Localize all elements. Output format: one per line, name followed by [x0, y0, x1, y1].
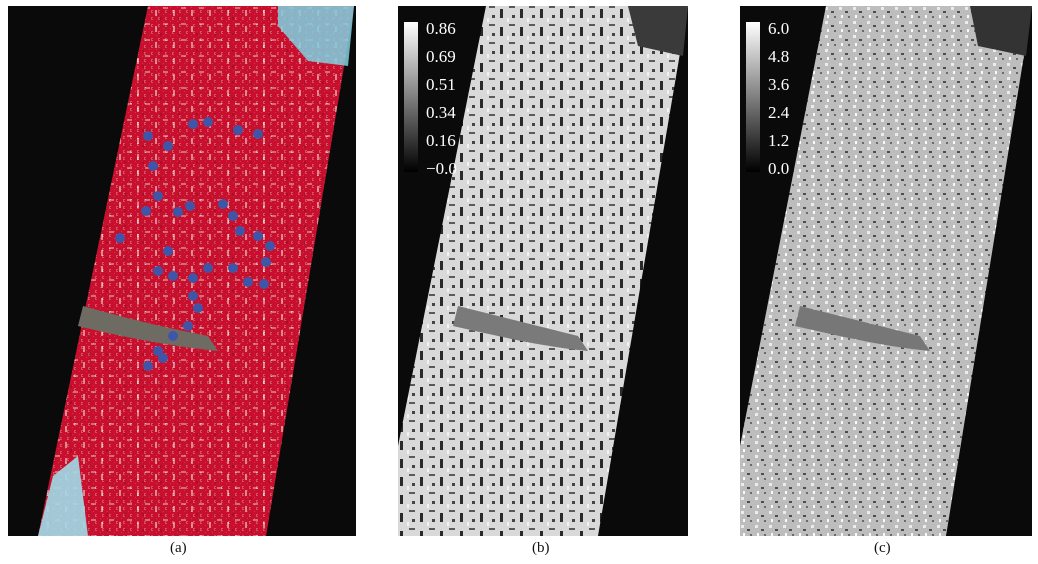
grayscale-strip-b — [398, 6, 688, 536]
legend-tick: 6.0 — [768, 19, 790, 38]
river — [78, 306, 218, 351]
colorbar — [746, 22, 760, 172]
legend-tick: 3.6 — [768, 75, 790, 94]
legend-tick: 0.69 — [426, 47, 456, 66]
urban-area — [278, 6, 354, 66]
grayscale-index-image-c: 6.0 4.8 3.6 2.4 1.2 0.0 — [740, 6, 1032, 536]
legend-tick: 1.2 — [768, 131, 790, 150]
caption-b: (b) — [532, 540, 550, 556]
legend-tick: 0.16 — [426, 131, 456, 150]
legend-tick: −0.0 — [426, 159, 457, 178]
legend-tick: 0.51 — [426, 75, 456, 94]
legend-tick: 0.86 — [426, 19, 456, 38]
false-color-image — [8, 6, 356, 536]
legend-tick: 0.34 — [426, 103, 456, 122]
caption-a: (a) — [170, 540, 187, 556]
legend-c: 6.0 4.8 3.6 2.4 1.2 0.0 — [746, 20, 836, 190]
grayscale-index-image-b: 0.86 0.69 0.51 0.34 0.16 −0.0 — [398, 6, 688, 536]
caption-c: (c) — [874, 540, 891, 556]
river — [453, 306, 588, 351]
legend-tick: 0.0 — [768, 159, 790, 178]
image-strip — [398, 6, 688, 536]
water-area — [38, 456, 88, 536]
legend-tick: 4.8 — [768, 47, 790, 66]
legend-b: 0.86 0.69 0.51 0.34 0.16 −0.0 — [404, 20, 494, 190]
river — [795, 306, 930, 351]
sample-points — [115, 117, 275, 371]
colorbar — [404, 22, 418, 172]
grayscale-strip-c — [740, 6, 1032, 536]
legend-tick: 2.4 — [768, 103, 790, 122]
false-color-strip — [38, 6, 354, 536]
image-strip — [740, 6, 1032, 536]
urban-area — [970, 6, 1032, 56]
urban-area — [628, 6, 688, 56]
